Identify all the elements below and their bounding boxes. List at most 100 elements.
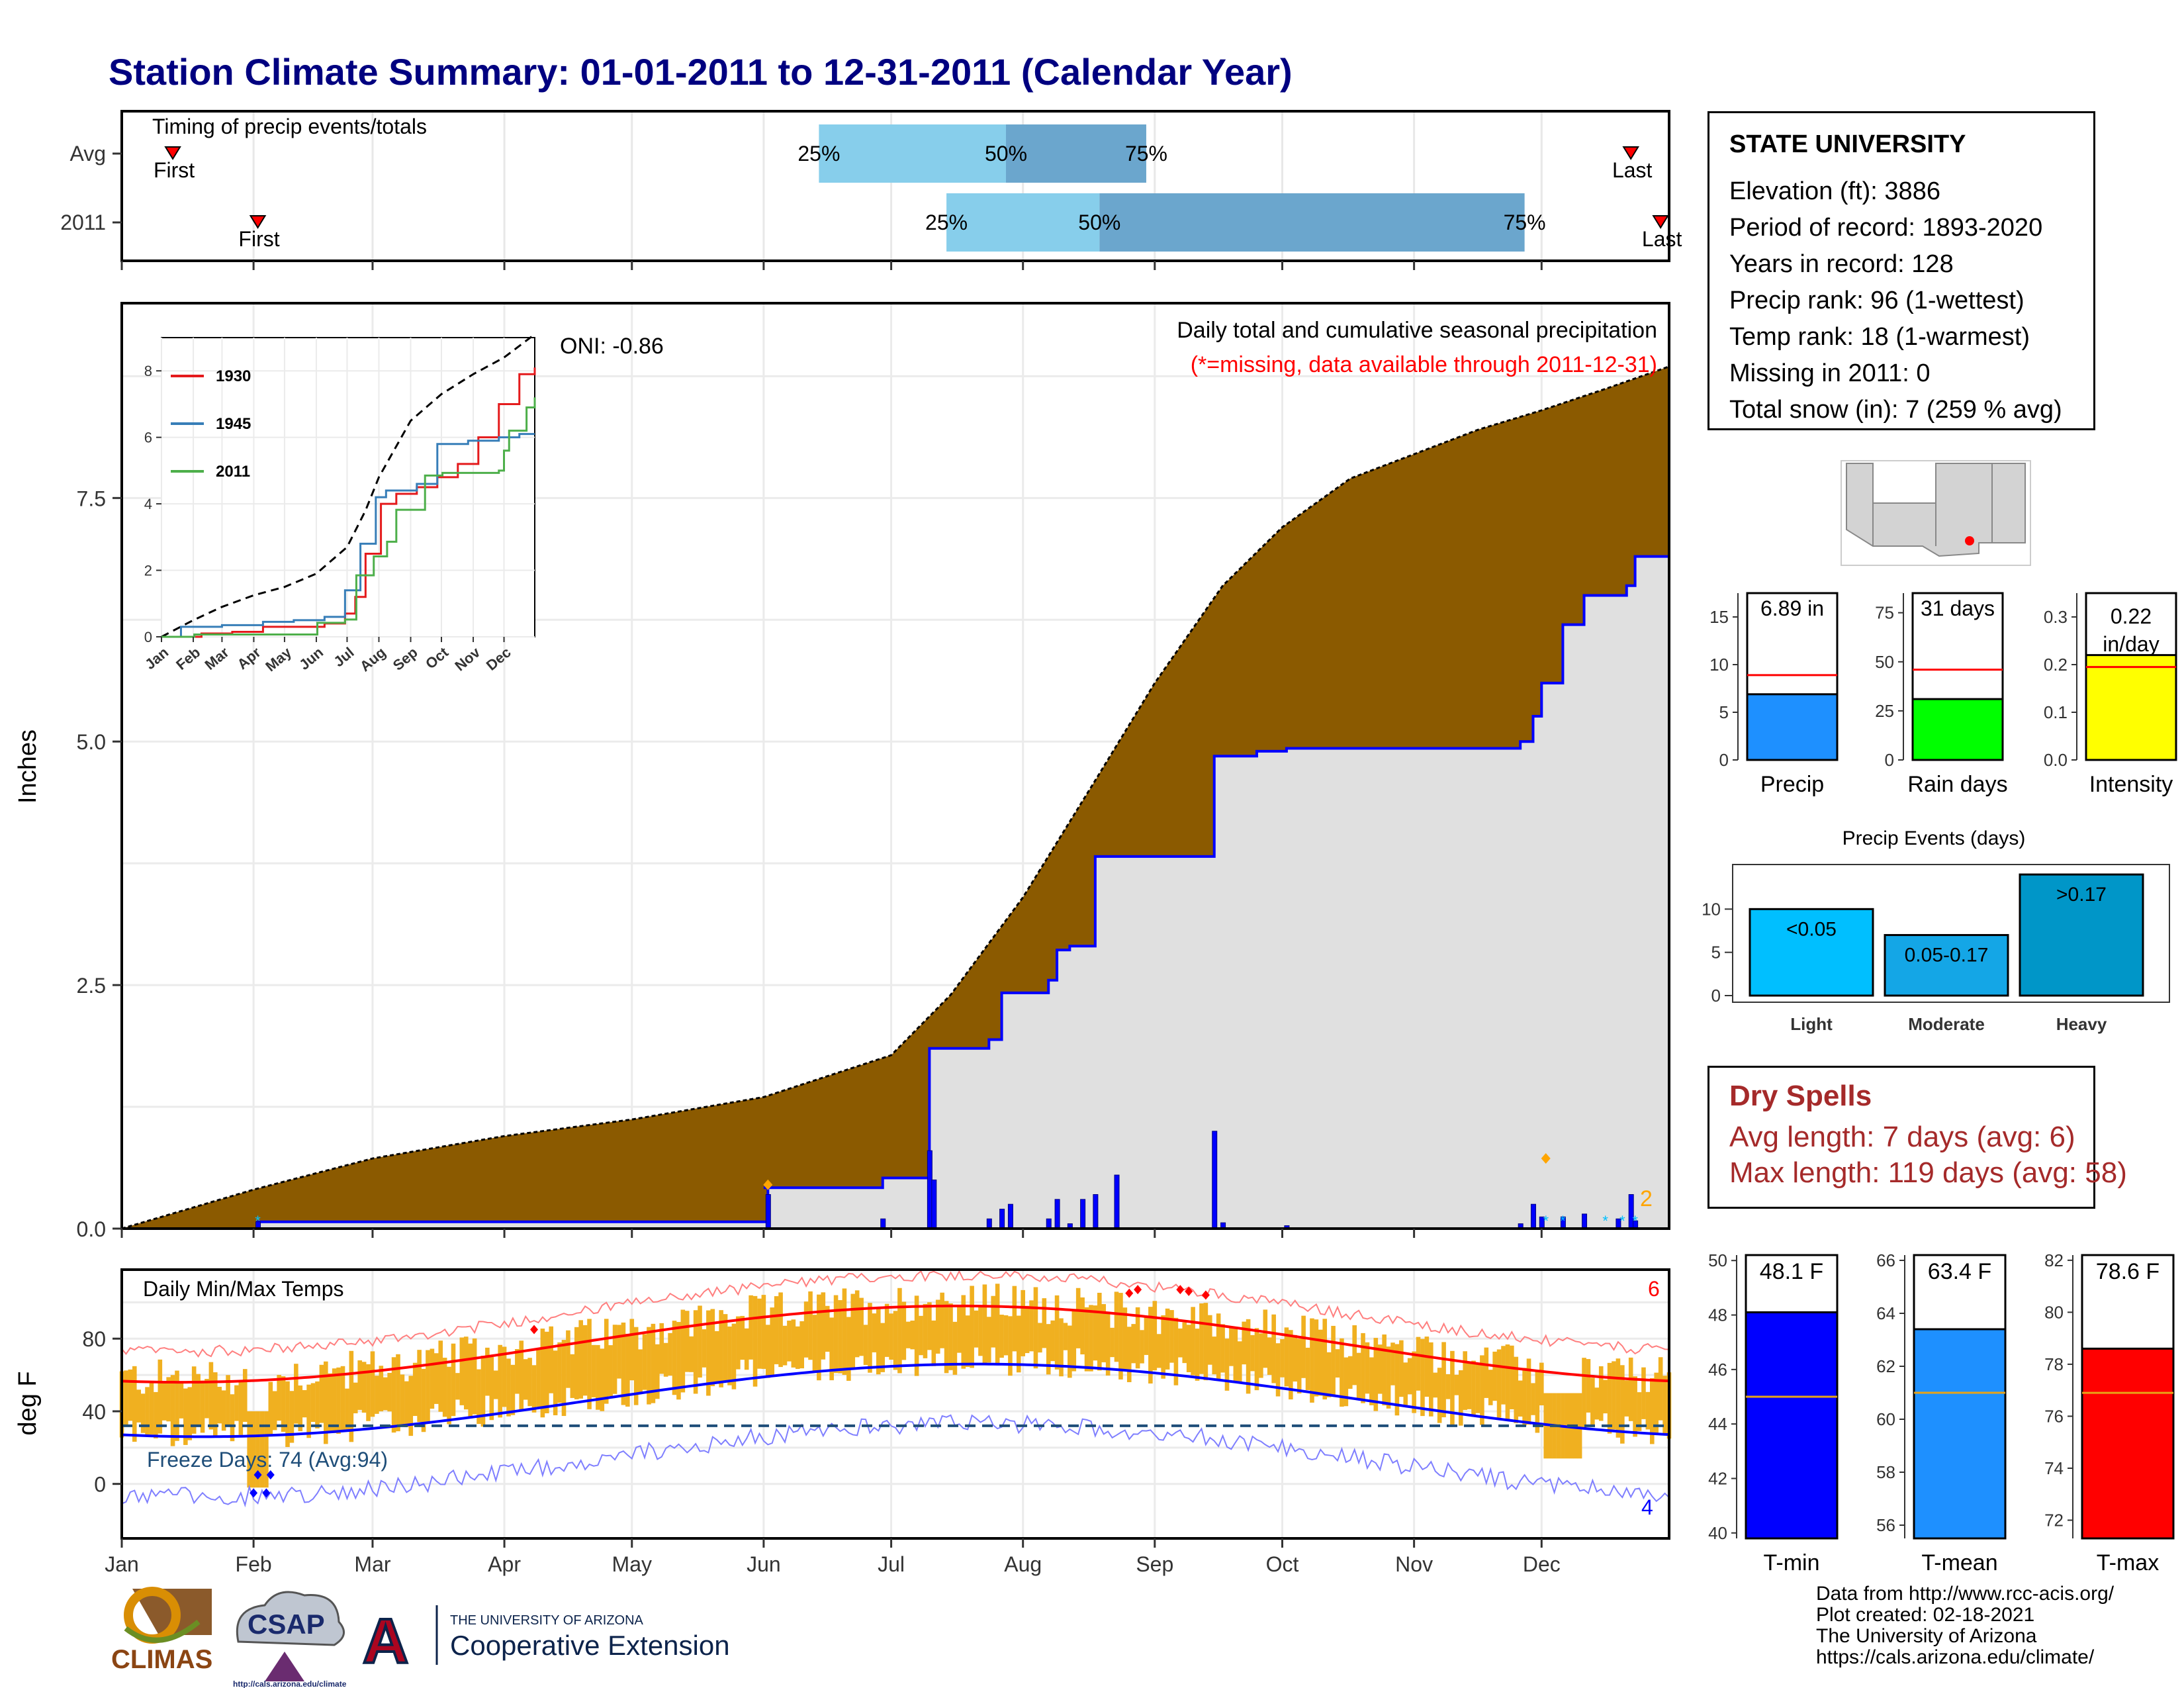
daily-temp-bar bbox=[833, 1295, 839, 1374]
temp-panel: Daily Min/Max Temps Freeze Days: 74 (Avg… bbox=[14, 1268, 1672, 1576]
daily-temp-bar bbox=[812, 1315, 817, 1372]
station-precip-rank: Precip rank: 96 (1-wettest) bbox=[1729, 287, 2025, 314]
daily-temp-bar bbox=[1199, 1303, 1204, 1374]
gauge-intensity: 0.0 0.1 0.2 0.3 0.22 in/day Intensity bbox=[2044, 592, 2177, 797]
daily-temp-bar bbox=[1331, 1325, 1336, 1397]
daily-temp-bar bbox=[935, 1299, 940, 1354]
ua-logo: A THE UNIVERSITY OF ARIZONA Cooperative … bbox=[361, 1605, 730, 1678]
climas-logo: CLIMAS bbox=[111, 1587, 212, 1674]
daily-temp-bar bbox=[281, 1376, 286, 1432]
daily-temp-bar bbox=[1420, 1338, 1425, 1417]
daily-precip-bar bbox=[1114, 1174, 1120, 1229]
quartile-75-label: 75% bbox=[1125, 142, 1167, 165]
gauge-tick-label: 78 bbox=[2044, 1354, 2064, 1374]
daily-temp-bar bbox=[234, 1385, 239, 1421]
daily-temp-bar bbox=[1263, 1309, 1268, 1368]
record-low-marker bbox=[266, 1470, 275, 1479]
daily-temp-bar bbox=[914, 1295, 919, 1376]
quartile-bar-upper bbox=[1006, 124, 1146, 183]
daily-temp-bar bbox=[421, 1368, 426, 1432]
gauge-tick-label: 82 bbox=[2044, 1250, 2064, 1270]
daily-temp-bar bbox=[803, 1301, 809, 1358]
daily-temp-bar bbox=[591, 1344, 596, 1397]
daily-temp-bar bbox=[621, 1322, 626, 1405]
daily-temp-bar bbox=[1242, 1321, 1246, 1365]
daily-temp-bar bbox=[782, 1325, 788, 1366]
daily-temp-bar bbox=[829, 1317, 834, 1381]
daily-temp-bar bbox=[158, 1359, 163, 1434]
daily-temp-bar bbox=[442, 1358, 447, 1417]
daily-temp-bar bbox=[1603, 1380, 1608, 1414]
last-event-label: Last bbox=[1642, 227, 1682, 251]
daily-temp-bar bbox=[1008, 1316, 1013, 1376]
credit-data-source: Data from http://www.rcc-acis.org/ bbox=[1816, 1583, 2115, 1605]
csap-logo: CSAP http://cals.arizona.edu/climate bbox=[233, 1591, 347, 1688]
daily-temp-bar bbox=[1208, 1315, 1212, 1365]
daily-temp-bar bbox=[136, 1389, 141, 1423]
daily-temp-bar bbox=[1641, 1367, 1646, 1419]
gauge-tick-label: 74 bbox=[2044, 1458, 2064, 1478]
timing-panel: 25% 50% 75% First Last 25% 50% 75% First Last Tim… bbox=[60, 110, 1682, 270]
gauge-tick-label: 66 bbox=[1876, 1250, 1895, 1270]
daily-temp-bar bbox=[1612, 1361, 1616, 1430]
daily-temp-bar bbox=[124, 1370, 128, 1426]
climas-logo-text: CLIMAS bbox=[111, 1645, 212, 1674]
month-label: Jul bbox=[878, 1552, 905, 1576]
daily-temp-bar bbox=[1131, 1324, 1136, 1364]
daily-temp-bar bbox=[1024, 1305, 1030, 1354]
temp-y-tick-label: 0 bbox=[94, 1473, 106, 1497]
daily-temp-bar bbox=[1093, 1305, 1098, 1361]
daily-temp-bar bbox=[1450, 1350, 1455, 1425]
daily-temp-bar bbox=[846, 1317, 851, 1381]
daily-temp-bar bbox=[719, 1310, 723, 1387]
daily-temp-bar bbox=[519, 1340, 524, 1410]
daily-precip-bar bbox=[1530, 1203, 1536, 1229]
month-label: Jan bbox=[105, 1552, 139, 1576]
gauge-tick-label: 0.2 bbox=[2044, 655, 2068, 675]
daily-temp-bar bbox=[974, 1310, 979, 1348]
daily-temp-bar bbox=[574, 1327, 579, 1399]
daily-temp-bar bbox=[872, 1313, 877, 1352]
daily-temp-bar bbox=[1089, 1305, 1093, 1372]
daily-temp-bar bbox=[1203, 1303, 1208, 1381]
daily-temp-bar bbox=[923, 1303, 928, 1358]
daily-temp-bar bbox=[931, 1320, 936, 1366]
daily-temp-bar bbox=[1267, 1337, 1272, 1375]
gauge-t-mean: 56 58 60 62 64 66 63.4 F T-mean bbox=[1876, 1250, 2007, 1575]
gauge-value-bar bbox=[1911, 698, 2004, 761]
daily-temp-bar bbox=[1212, 1336, 1217, 1375]
daily-temp-bar bbox=[1046, 1324, 1051, 1375]
daily-temp-bar bbox=[361, 1362, 367, 1413]
precip-panel: * * * * * * Daily total and cumulative season… bbox=[14, 302, 1670, 1241]
daily-temp-bar bbox=[1144, 1316, 1149, 1355]
daily-temp-bar bbox=[451, 1343, 456, 1417]
daily-temp-bar bbox=[489, 1357, 494, 1421]
daily-temp-bar bbox=[1518, 1380, 1523, 1417]
daily-temp-bar bbox=[787, 1320, 792, 1362]
first-event-label: First bbox=[154, 158, 195, 182]
daily-temp-bar bbox=[991, 1295, 996, 1348]
daily-temp-bar bbox=[698, 1305, 702, 1378]
month-label: Feb bbox=[236, 1552, 272, 1576]
daily-temp-bar bbox=[328, 1373, 333, 1433]
daily-temp-bar bbox=[277, 1375, 281, 1421]
timing-row-label: Avg bbox=[69, 142, 106, 165]
record-low-marker bbox=[253, 1470, 262, 1479]
daily-temp-bar bbox=[706, 1310, 711, 1396]
cold-count: 4 bbox=[1641, 1495, 1653, 1519]
daily-temp-bar bbox=[175, 1370, 179, 1441]
gauge-tick-label: 76 bbox=[2044, 1406, 2064, 1426]
daily-temp-bar bbox=[1118, 1293, 1123, 1380]
daily-temp-bar bbox=[298, 1385, 303, 1432]
gauge-tick-label: 72 bbox=[2044, 1511, 2064, 1530]
daily-temp-bar bbox=[1250, 1335, 1255, 1372]
daily-temp-bar bbox=[1412, 1351, 1416, 1413]
daily-temp-bar bbox=[948, 1303, 953, 1370]
daily-temp-bar bbox=[1305, 1347, 1310, 1390]
daily-temp-bar bbox=[1114, 1291, 1119, 1362]
daily-temp-bar bbox=[965, 1315, 970, 1368]
daily-temp-bar bbox=[353, 1382, 358, 1414]
daily-temp-bar bbox=[315, 1381, 320, 1429]
daily-temp-bar bbox=[897, 1288, 902, 1374]
daily-temp-bar bbox=[434, 1353, 439, 1404]
